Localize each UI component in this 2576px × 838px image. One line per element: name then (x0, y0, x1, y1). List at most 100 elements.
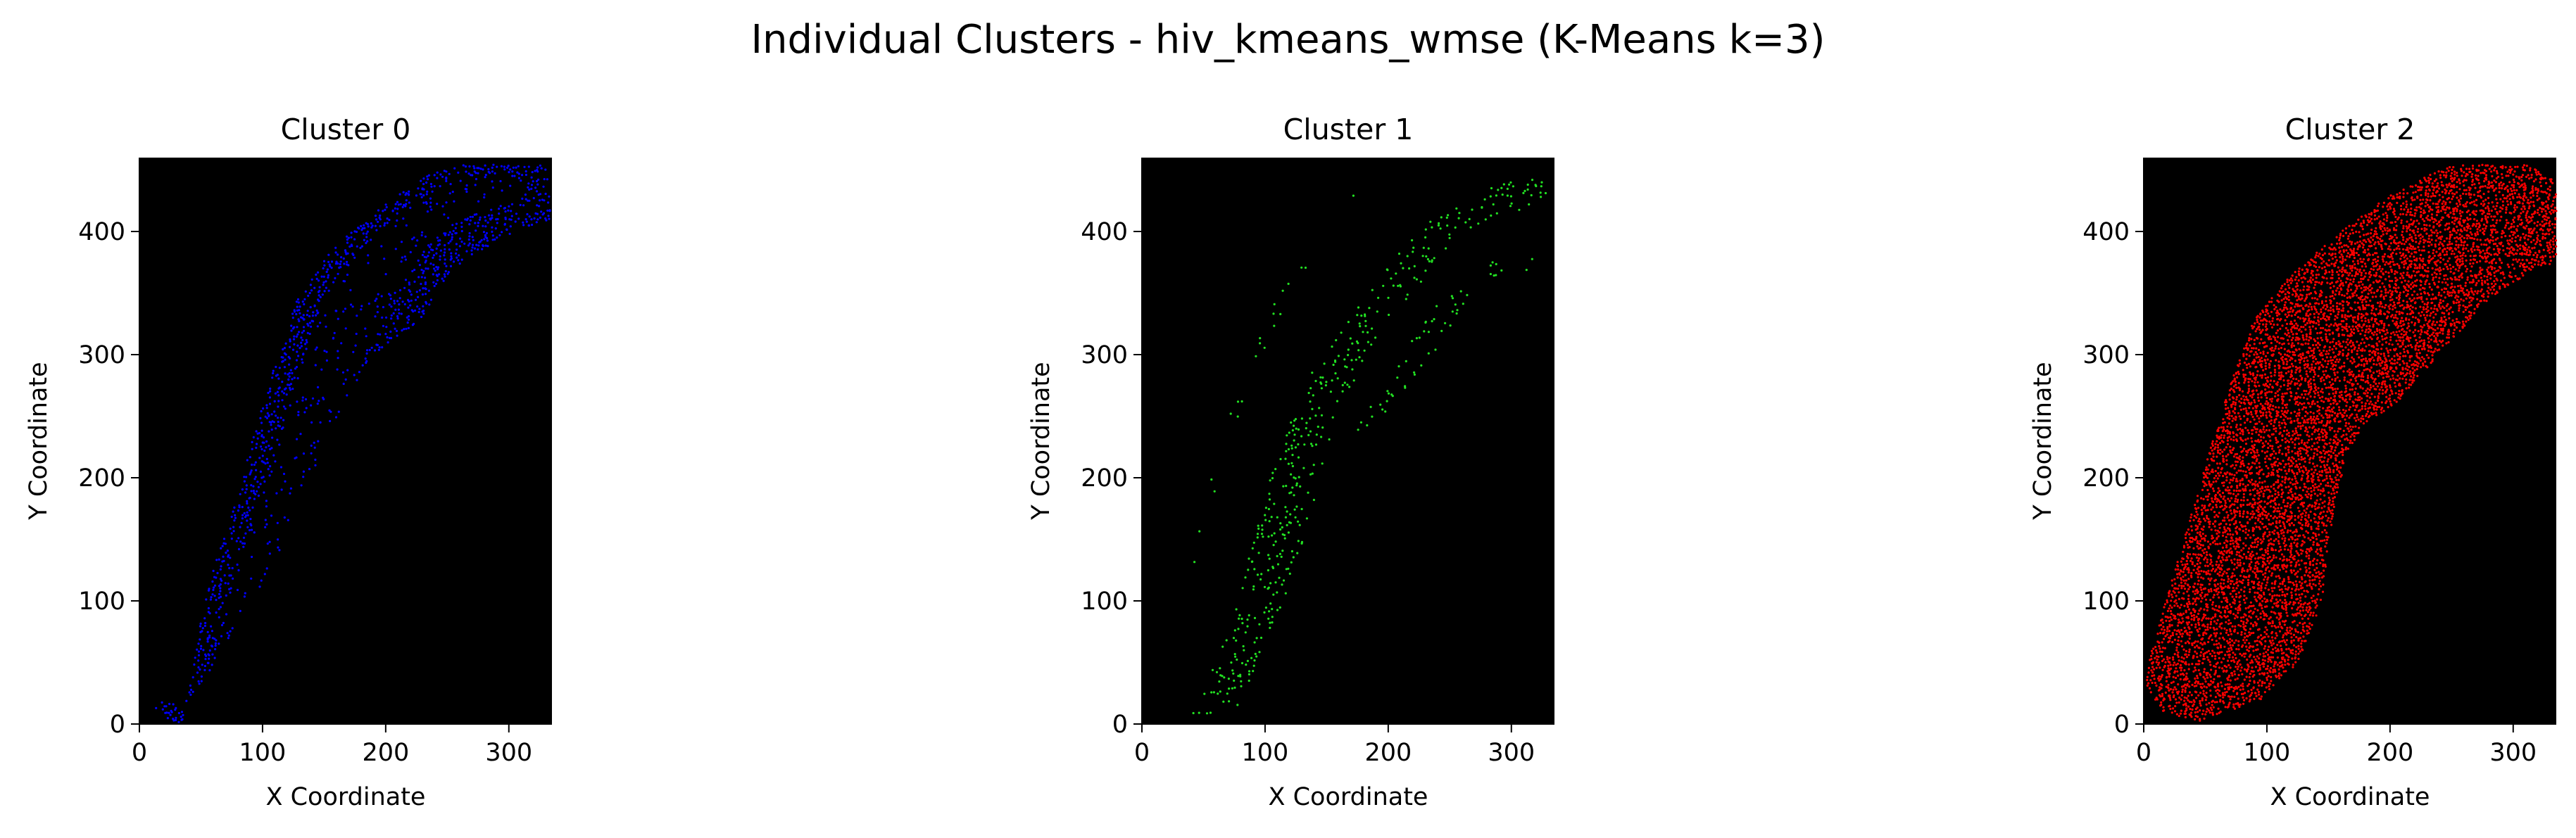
data-point (2201, 683, 2204, 685)
data-point (1232, 672, 1235, 675)
data-point (378, 346, 381, 349)
data-point (2204, 614, 2206, 616)
data-point (2249, 471, 2251, 474)
data-point (496, 222, 498, 224)
data-point (2232, 380, 2235, 383)
data-point (1296, 552, 1299, 554)
data-point (1290, 447, 1293, 450)
data-point (2263, 480, 2266, 483)
data-point (295, 312, 298, 316)
data-point (2216, 537, 2218, 540)
data-point (509, 168, 512, 171)
data-point (2239, 616, 2242, 619)
data-point (2202, 497, 2205, 501)
data-point (1314, 379, 1317, 383)
data-point (2284, 319, 2287, 322)
data-point (2257, 570, 2260, 573)
data-point (2201, 697, 2204, 700)
data-point (2177, 629, 2180, 632)
data-point (2176, 642, 2179, 646)
data-point (2285, 403, 2289, 406)
data-point (2283, 466, 2286, 469)
data-point (458, 262, 461, 265)
data-point (366, 230, 369, 233)
data-point (2203, 595, 2206, 598)
data-point (2225, 535, 2228, 538)
data-point (2214, 542, 2217, 545)
data-point (2243, 569, 2246, 572)
data-point (2218, 452, 2222, 455)
data-point (483, 238, 486, 241)
data-point (2170, 606, 2173, 609)
data-point (2218, 512, 2220, 514)
data-point (322, 284, 325, 286)
data-point (2196, 542, 2199, 545)
data-point (2254, 541, 2256, 544)
data-point (197, 666, 200, 669)
data-point (2220, 504, 2223, 507)
data-point (2277, 374, 2280, 377)
data-point (1205, 712, 1209, 715)
data-point (2228, 628, 2232, 631)
data-point (2249, 544, 2252, 547)
data-point (2235, 587, 2238, 590)
data-point (447, 242, 450, 245)
data-point (2270, 572, 2274, 575)
data-point (2220, 600, 2223, 603)
data-point (199, 638, 201, 641)
data-point (427, 251, 431, 254)
data-point (2225, 572, 2228, 575)
data-point (197, 654, 201, 656)
data-point (2280, 421, 2283, 425)
data-point (344, 307, 347, 310)
data-point (491, 170, 494, 173)
data-point (2236, 677, 2239, 680)
data-point (2254, 607, 2256, 610)
data-point (2239, 514, 2242, 518)
data-point (2229, 445, 2232, 448)
data-point (2218, 499, 2220, 502)
data-point (2249, 694, 2252, 697)
data-point (1357, 342, 1359, 345)
data-point (2239, 461, 2242, 464)
data-point (2170, 593, 2173, 596)
data-point (2220, 434, 2223, 437)
data-point (216, 571, 219, 575)
data-point (2211, 536, 2214, 540)
data-point (2190, 701, 2193, 704)
data-point (2206, 626, 2209, 629)
data-point (1309, 443, 1313, 445)
data-point (299, 433, 302, 436)
data-point (2235, 639, 2237, 642)
data-point (1376, 310, 1378, 313)
data-point (2206, 628, 2209, 631)
data-point (2255, 431, 2258, 433)
data-point (2218, 605, 2220, 608)
data-point (2199, 535, 2202, 538)
data-point (2178, 696, 2181, 699)
data-point (449, 183, 452, 186)
data-point (2263, 682, 2266, 685)
data-point (2272, 433, 2275, 436)
data-point (1387, 392, 1390, 395)
data-point (2214, 520, 2217, 523)
data-point (2194, 640, 2197, 643)
data-point (229, 557, 232, 559)
data-point (254, 476, 257, 478)
data-point (294, 367, 297, 370)
data-point (2280, 647, 2283, 651)
data-point (349, 288, 352, 291)
data-point (439, 173, 442, 176)
data-point (468, 242, 471, 245)
data-point (2291, 441, 2294, 444)
data-point (2237, 469, 2240, 472)
data-point (2284, 410, 2287, 413)
data-point (203, 617, 206, 620)
data-point (2271, 495, 2274, 497)
data-point (2255, 336, 2258, 339)
data-point (2264, 640, 2267, 643)
data-point (2239, 604, 2242, 607)
data-point (410, 299, 413, 302)
data-point (2256, 422, 2258, 425)
data-point (465, 170, 467, 173)
